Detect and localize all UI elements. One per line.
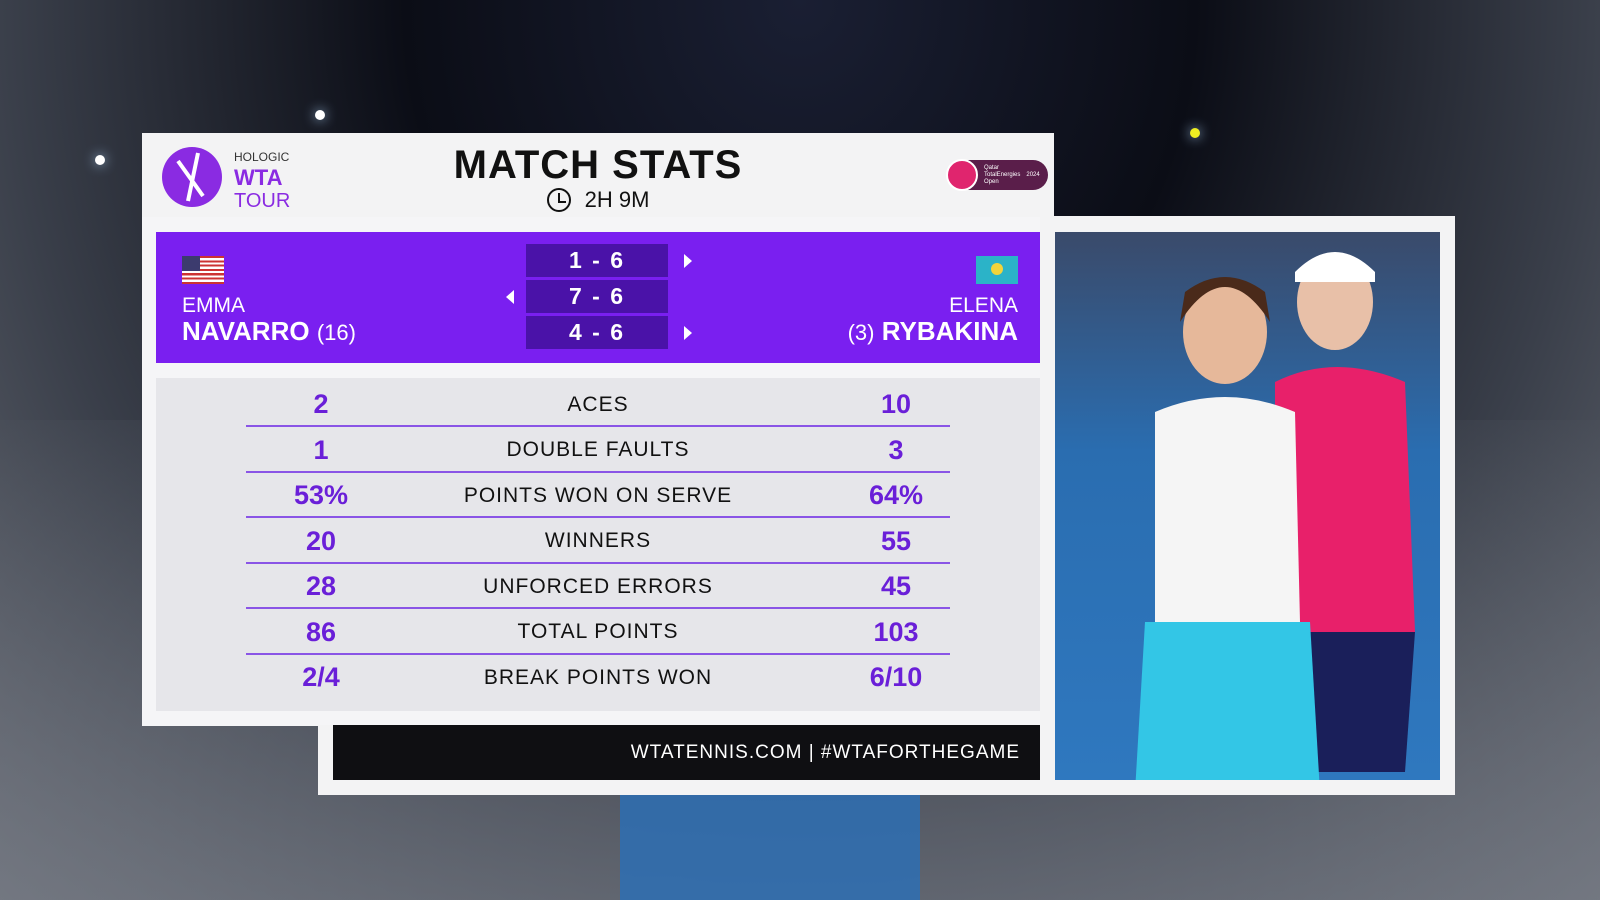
row-divider [246,561,950,564]
footer-bar: WTATENNIS.COM | #WTAFORTHEGAME [333,725,1040,780]
stat-label: UNFORCED ERRORS [483,574,713,598]
stat-row: 28 UNFORCED ERRORS 45 [156,564,1040,609]
players-photo [1055,232,1440,780]
left-stat-value: 86 [305,616,337,647]
wta-logo: HOLOGIC WTA TOUR [162,147,290,211]
stat-row: 86 TOTAL POINTS 103 [156,610,1040,655]
right-stat-value: 64% [868,480,924,510]
left-stat-value: 1 [313,434,329,465]
header: HOLOGIC WTA TOUR MATCH STATS 2H 9M Qatar… [142,133,1054,217]
set-scores: 1 - 6 7 - 6 4 - 6 [506,244,692,352]
set-score-1: 1 - 6 [526,244,692,277]
kazakhstan-flag-icon [976,256,1018,284]
left-stat-value: 20 [305,525,337,556]
stat-label: DOUBLE FAULTS [506,438,690,461]
usa-flag-icon [182,256,224,284]
stat-row: 53% POINTS WON ON SERVE 64% [156,473,1040,518]
right-player-name: (3) RYBAKINA [848,316,1018,347]
rybakina-photo [1275,252,1415,772]
stats-table: 2 ACES 10 1 DOUBLE FAULTS 3 53% POINTS WON… [156,378,1040,711]
stat-row: 2/4 BREAK POINTS WON 6/10 [156,655,1040,700]
stat-row: 2 ACES 10 [156,382,1040,427]
match-duration: 2H 9M [142,187,1054,213]
court-background [620,790,920,900]
left-stat-value: 53% [293,480,349,510]
left-player-first-name: EMMA [182,294,245,317]
left-player-name: NAVARRO (16) [182,316,356,347]
set-score-text: 1 - 6 [568,247,626,273]
row-divider [246,470,950,473]
match-stats-card: HOLOGIC WTA TOUR MATCH STATS 2H 9M Qatar… [142,133,1054,726]
stat-label: BREAK POINTS WON [483,665,713,689]
right-player-seed: (3) [847,320,875,345]
scoreboard: EMMA NAVARRO (16) 1 - 6 7 - 6 4 - 6 ELEN… [156,232,1040,363]
row-divider [246,652,950,655]
svg-text:WTA: WTA [234,165,283,190]
svg-text:TOUR: TOUR [234,190,290,211]
clock-icon [546,188,571,212]
stadium-light [1190,128,1200,138]
set-score-text: 4 - 6 [568,319,626,345]
stadium-light [95,155,105,165]
set-score-3: 4 - 6 [526,316,692,349]
left-stat-value: 28 [305,571,337,601]
left-player-seed: (16) [316,320,356,345]
right-stat-value: 103 [873,616,919,647]
set-score-2: 7 - 6 [506,280,668,313]
winner-arrow-right-icon [684,326,692,340]
duration-text: 2H 9M [584,187,650,212]
svg-text:HOLOGIC: HOLOGIC [234,150,290,164]
right-stat-value: 55 [880,525,912,556]
stat-label: ACES [567,392,629,416]
right-player-last-name: RYBAKINA [881,316,1018,346]
stat-row: 20 WINNERS 55 [156,519,1040,564]
right-stat-value: 3 [888,434,904,465]
right-stat-value: 6/10 [869,662,923,692]
player-photo-frame [1040,216,1455,795]
tournament-logo: Qatar TotalEnergies Open 2024 [946,159,1048,191]
stat-label: POINTS WON ON SERVE [463,483,733,507]
winner-arrow-left-icon [506,290,514,304]
stadium-light [315,110,325,120]
right-player-first-name: ELENA [949,294,1018,317]
row-divider [246,516,950,518]
left-stat-value: 2 [313,389,329,419]
row-divider [246,607,950,609]
right-stat-value: 45 [880,571,912,601]
right-stat-value: 10 [880,389,912,419]
stat-label: WINNERS [544,529,652,552]
set-score-text: 7 - 6 [568,283,626,309]
winner-arrow-right-icon [684,254,692,268]
navarro-photo [1135,277,1320,780]
left-player-last-name: NAVARRO [182,316,310,346]
stat-row: 1 DOUBLE FAULTS 3 [156,428,1040,473]
tennis-ball-icon [946,159,978,191]
left-stat-value: 2/4 [302,662,340,692]
stat-label: TOTAL POINTS [517,620,679,643]
page-title: MATCH STATS [453,143,743,187]
row-divider [246,425,950,427]
